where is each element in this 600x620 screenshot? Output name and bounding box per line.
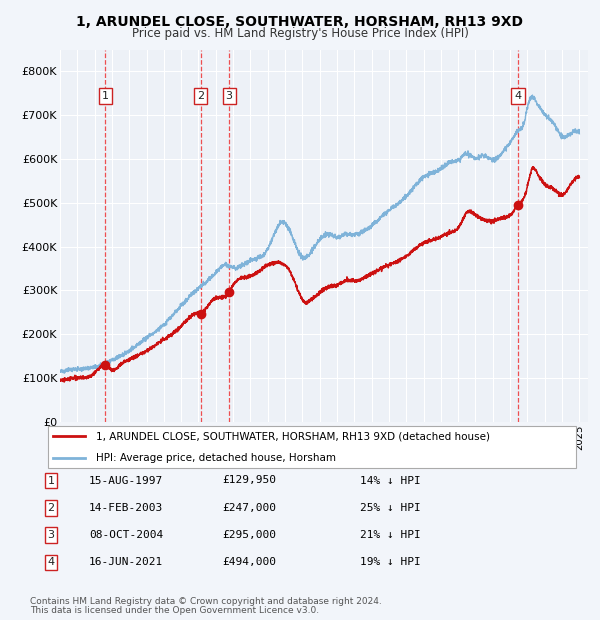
FancyBboxPatch shape: [48, 426, 576, 468]
Text: £494,000: £494,000: [222, 557, 276, 567]
Text: 4: 4: [47, 557, 55, 567]
Text: 16-JUN-2021: 16-JUN-2021: [89, 557, 163, 567]
Text: 1, ARUNDEL CLOSE, SOUTHWATER, HORSHAM, RH13 9XD: 1, ARUNDEL CLOSE, SOUTHWATER, HORSHAM, R…: [77, 16, 523, 30]
Text: 2: 2: [47, 503, 55, 513]
Text: 15-AUG-1997: 15-AUG-1997: [89, 476, 163, 485]
Text: 1, ARUNDEL CLOSE, SOUTHWATER, HORSHAM, RH13 9XD (detached house): 1, ARUNDEL CLOSE, SOUTHWATER, HORSHAM, R…: [95, 432, 490, 441]
Text: 14-FEB-2003: 14-FEB-2003: [89, 503, 163, 513]
Text: 08-OCT-2004: 08-OCT-2004: [89, 530, 163, 540]
Text: 21% ↓ HPI: 21% ↓ HPI: [360, 530, 421, 540]
Text: 1: 1: [102, 91, 109, 101]
Text: Contains HM Land Registry data © Crown copyright and database right 2024.: Contains HM Land Registry data © Crown c…: [30, 597, 382, 606]
Text: £129,950: £129,950: [222, 476, 276, 485]
Text: This data is licensed under the Open Government Licence v3.0.: This data is licensed under the Open Gov…: [30, 606, 319, 615]
Text: Price paid vs. HM Land Registry's House Price Index (HPI): Price paid vs. HM Land Registry's House …: [131, 27, 469, 40]
Text: 1: 1: [47, 476, 55, 485]
Text: 2: 2: [197, 91, 204, 101]
Text: 19% ↓ HPI: 19% ↓ HPI: [360, 557, 421, 567]
Text: £247,000: £247,000: [222, 503, 276, 513]
Text: 25% ↓ HPI: 25% ↓ HPI: [360, 503, 421, 513]
Text: 4: 4: [514, 91, 521, 101]
Text: 3: 3: [226, 91, 233, 101]
Text: £295,000: £295,000: [222, 530, 276, 540]
Text: HPI: Average price, detached house, Horsham: HPI: Average price, detached house, Hors…: [95, 453, 335, 463]
Text: 14% ↓ HPI: 14% ↓ HPI: [360, 476, 421, 485]
Text: 3: 3: [47, 530, 55, 540]
